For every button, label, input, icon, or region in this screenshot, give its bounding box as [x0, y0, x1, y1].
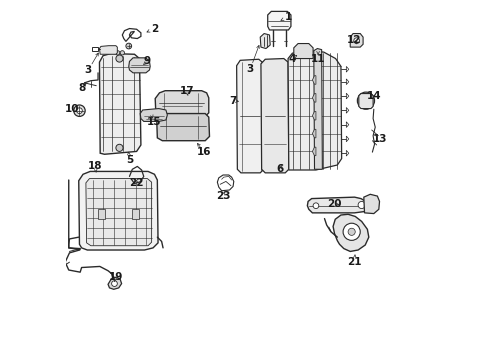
- Polygon shape: [267, 12, 290, 30]
- Polygon shape: [313, 49, 322, 169]
- Text: 20: 20: [326, 199, 341, 209]
- Polygon shape: [332, 214, 368, 251]
- Polygon shape: [312, 111, 315, 120]
- Circle shape: [364, 99, 367, 103]
- Text: 2: 2: [150, 23, 158, 33]
- Text: 16: 16: [197, 147, 211, 157]
- Circle shape: [125, 43, 131, 49]
- Circle shape: [357, 202, 365, 208]
- Text: 14: 14: [366, 91, 380, 101]
- Polygon shape: [293, 44, 312, 59]
- Text: 4: 4: [288, 54, 295, 64]
- Polygon shape: [128, 58, 150, 73]
- Text: 18: 18: [88, 161, 102, 171]
- Text: 21: 21: [346, 257, 361, 267]
- Circle shape: [74, 105, 85, 116]
- Polygon shape: [312, 147, 315, 156]
- Polygon shape: [86, 179, 151, 246]
- Polygon shape: [99, 54, 141, 154]
- Text: 3: 3: [246, 64, 253, 74]
- Polygon shape: [363, 194, 379, 213]
- Polygon shape: [261, 59, 288, 173]
- Polygon shape: [79, 171, 158, 250]
- Polygon shape: [312, 94, 315, 102]
- Circle shape: [347, 228, 354, 235]
- Circle shape: [312, 203, 318, 208]
- Text: 10: 10: [65, 104, 80, 113]
- Circle shape: [353, 38, 359, 44]
- Text: 6: 6: [275, 164, 283, 174]
- Text: 3: 3: [84, 65, 92, 75]
- Text: 15: 15: [147, 117, 162, 127]
- Polygon shape: [287, 51, 341, 170]
- Circle shape: [116, 144, 123, 152]
- Circle shape: [357, 92, 374, 109]
- Polygon shape: [132, 208, 139, 219]
- Circle shape: [77, 108, 82, 113]
- Text: 11: 11: [310, 54, 325, 64]
- Polygon shape: [312, 76, 315, 84]
- Polygon shape: [156, 113, 209, 141]
- Text: 19: 19: [108, 272, 123, 282]
- Text: 1: 1: [284, 12, 291, 22]
- Text: 23: 23: [215, 192, 230, 202]
- Circle shape: [115, 51, 120, 55]
- Text: 7: 7: [229, 96, 236, 106]
- Circle shape: [120, 51, 124, 55]
- Text: 8: 8: [78, 83, 85, 93]
- Polygon shape: [155, 91, 208, 118]
- Polygon shape: [307, 197, 368, 213]
- Polygon shape: [312, 129, 315, 138]
- Polygon shape: [358, 94, 372, 109]
- Circle shape: [343, 223, 360, 240]
- Text: 13: 13: [372, 134, 386, 144]
- Text: 22: 22: [129, 178, 143, 188]
- Circle shape: [116, 55, 123, 62]
- Polygon shape: [99, 46, 117, 54]
- Text: 9: 9: [143, 57, 151, 66]
- Polygon shape: [236, 59, 263, 173]
- Polygon shape: [349, 33, 363, 47]
- Polygon shape: [260, 33, 270, 49]
- Circle shape: [111, 281, 117, 287]
- Text: 12: 12: [346, 35, 361, 45]
- Text: 5: 5: [125, 155, 133, 165]
- Polygon shape: [140, 109, 167, 121]
- Polygon shape: [108, 277, 122, 289]
- Circle shape: [360, 96, 370, 106]
- Polygon shape: [98, 208, 105, 219]
- Text: 17: 17: [179, 86, 194, 96]
